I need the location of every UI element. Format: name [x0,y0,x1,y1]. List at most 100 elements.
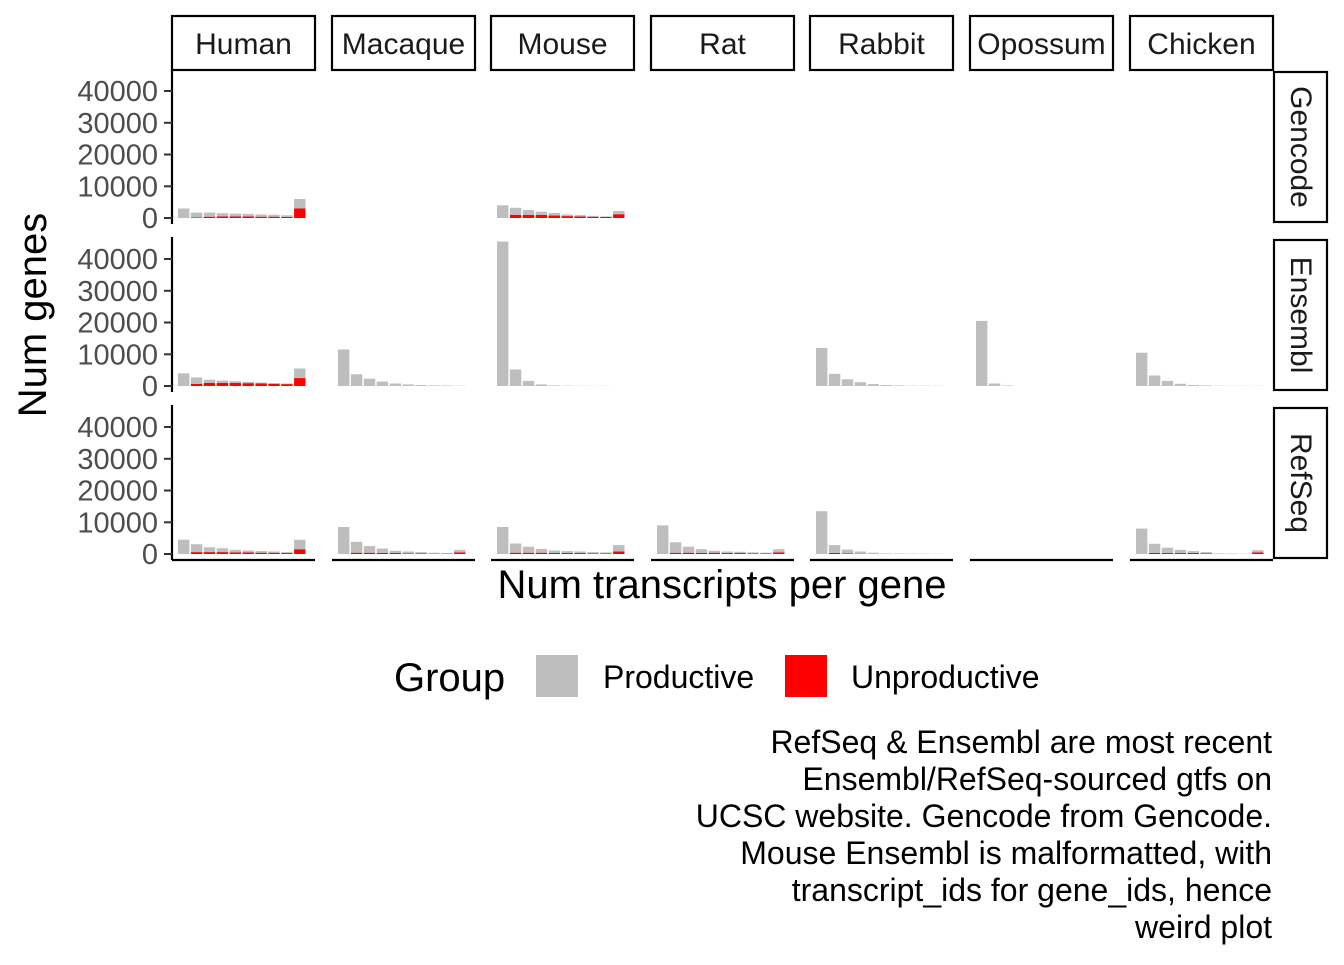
bar-unproductive [1149,553,1160,554]
bar-productive [351,374,362,386]
bar-productive [893,554,904,555]
bar-productive [842,379,853,386]
bar-unproductive [562,553,573,554]
bar-productive [523,381,534,386]
bar-productive [351,542,362,553]
y-tick-label: 10000 [77,507,158,539]
bar-productive [773,549,784,552]
bar-productive [829,374,840,386]
y-tick-label: 20000 [77,308,158,340]
bar-unproductive [281,384,292,386]
facet-label-opossum: Opossum [977,28,1105,61]
bar-unproductive [191,552,202,554]
bar-unproductive [191,217,202,218]
bar-productive [562,215,573,217]
bar-productive [683,547,694,553]
bar-productive [178,209,189,219]
legend-label-productive: Productive [603,659,754,695]
bar-productive [510,370,521,387]
bar-productive [243,382,254,383]
caption-line: weird plot [1134,909,1272,945]
bar-unproductive [829,553,840,554]
panel-refseq-chicken [1136,529,1264,554]
bar-productive [294,369,305,379]
bar-unproductive [549,216,560,219]
panel-ensembl-opossum [976,321,1013,386]
bar-productive [1226,554,1237,555]
bar-unproductive [523,215,534,218]
bar-productive [574,552,585,554]
bar-unproductive [1252,552,1263,554]
bar-productive [976,321,987,386]
x-axis-title: Num transcripts per gene [497,563,946,607]
bar-unproductive [204,217,215,218]
facet-panels [178,199,1264,554]
bar-productive [377,549,388,553]
caption-line: Ensembl/RefSeq-sourced gtfs on [802,761,1272,797]
panel-ensembl-mouse [497,242,612,386]
bar-unproductive [230,552,241,554]
bar-unproductive [390,553,401,554]
bar-productive [1175,384,1186,386]
bar-productive [855,552,866,554]
y-tick-label: 0 [142,203,158,235]
bar-productive [217,381,228,383]
bar-productive [510,544,521,553]
bar-unproductive [377,553,388,554]
bar-unproductive [613,214,624,218]
facet-label-macaque: Macaque [342,28,465,61]
bar-productive [868,384,879,386]
bar-productive [377,382,388,386]
bar-productive [600,552,611,553]
panel-refseq-macaque [338,527,466,554]
bar-unproductive [243,383,254,386]
bar-productive [255,215,266,217]
panel-refseq-mouse [497,527,625,554]
bar-unproductive [696,553,707,554]
panel-refseq-human [178,540,306,554]
bar-unproductive [191,384,202,386]
bar-unproductive [364,553,375,554]
bar-productive [1149,376,1160,387]
bar-productive [536,212,547,215]
bar-unproductive [230,383,241,386]
bar-unproductive [230,216,241,218]
bar-unproductive [574,553,585,554]
bar-productive [204,547,215,552]
caption-line: UCSC website. Gencode from Gencode. [696,798,1272,834]
bar-productive [268,383,279,384]
bar-unproductive [294,549,305,554]
legend-key-productive [536,655,578,697]
bar-unproductive [243,552,254,554]
bar-productive [747,552,758,553]
bar-unproductive [600,217,611,218]
facet-label-ensembl: Ensembl [1284,257,1317,374]
bar-productive [497,205,508,218]
facet-label-gencode: Gencode [1284,86,1317,208]
bar-productive [1201,385,1212,386]
bar-productive [549,385,560,386]
bar-productive [881,385,892,386]
bar-productive [523,210,534,215]
bar-productive [816,348,827,386]
bar-productive [1162,548,1173,553]
panel-ensembl-macaque [338,350,466,387]
y-tick-label: 0 [142,371,158,403]
bar-unproductive [204,552,215,554]
bar-productive [855,382,866,386]
bar-unproductive [510,215,521,218]
bar-unproductive [734,553,745,554]
caption-line: transcript_ids for gene_ids, hence [792,872,1272,908]
y-tick-label: 10000 [77,171,158,203]
caption: RefSeq & Ensembl are most recentEnsembl/… [696,724,1272,945]
bar-unproductive [523,553,534,554]
bar-unproductive [281,217,292,218]
bar-productive [1149,544,1160,553]
bar-unproductive [243,216,254,218]
panel-gencode-mouse [497,205,625,218]
facet-label-rabbit: Rabbit [838,28,925,61]
y-tick-label: 30000 [77,444,158,476]
